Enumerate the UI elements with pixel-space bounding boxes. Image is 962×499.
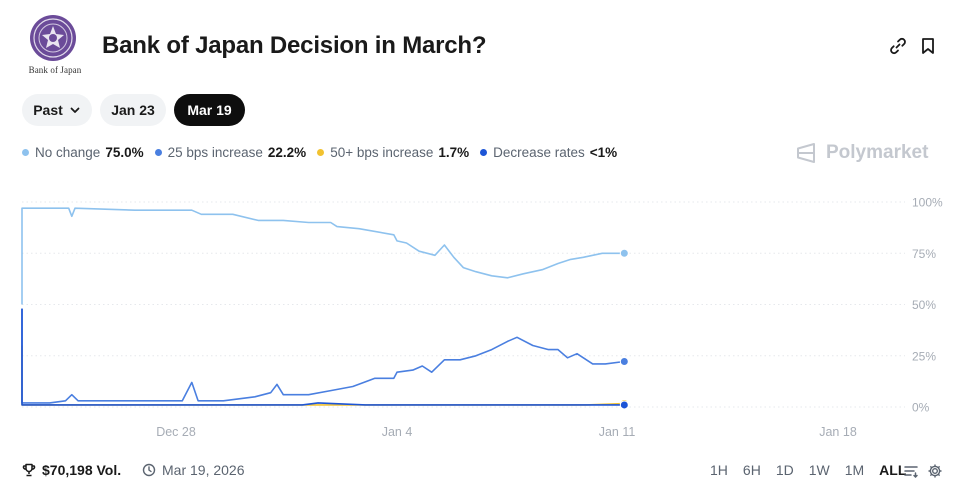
date-pill-jan23[interactable]: Jan 23 — [100, 94, 166, 126]
probability-line-chart[interactable]: 100% 75% 50% 25% 0% Dec 28 Jan 4 Jan 11 Jan 18 — [0, 180, 962, 442]
legend-dot — [154, 149, 162, 156]
legend-value: 22.2% — [267, 145, 307, 160]
series-end-marker — [619, 356, 629, 366]
y-tick-label: 0% — [912, 401, 930, 415]
past-dropdown[interactable]: Past — [22, 94, 92, 126]
series-line-50-bps-increase — [21, 345, 625, 406]
trophy-icon — [22, 463, 36, 477]
filter-lines-icon[interactable] — [903, 463, 919, 479]
legend-value: <1% — [589, 145, 618, 160]
range-6h[interactable]: 6H — [742, 462, 761, 478]
y-tick-label: 25% — [912, 349, 936, 363]
legend-dot — [480, 149, 488, 156]
y-tick-label: 75% — [912, 247, 936, 261]
y-tick-label: 100% — [912, 196, 943, 210]
date-pill-mar19[interactable]: Mar 19 — [174, 94, 245, 126]
series-end-marker — [619, 248, 629, 258]
end-date-value: Mar 19, 2026 — [162, 462, 245, 478]
range-1w[interactable]: 1W — [808, 462, 830, 478]
polymarket-watermark: Polymarket — [794, 141, 928, 165]
x-tick-label: Jan 4 — [382, 425, 413, 439]
legend-label: 25 bps increase — [167, 145, 263, 160]
legend-dot — [22, 149, 29, 156]
volume-value: $70,198 Vol. — [42, 462, 122, 478]
time-range-selector: 1H 6H 1D 1W 1M ALL — [710, 462, 921, 478]
bookmark-icon[interactable] — [918, 36, 938, 56]
chart-legend: No change 75.0% 25 bps increase 22.2% 50… — [22, 145, 628, 160]
range-1d[interactable]: 1D — [775, 462, 794, 478]
legend-dot — [317, 149, 325, 156]
legend-label: No change — [35, 145, 101, 160]
brand-label: Polymarket — [826, 142, 929, 163]
legend-item: Decrease rates <1% — [480, 145, 617, 160]
volume: $70,198 Vol. — [22, 462, 121, 478]
legend-label: Decrease rates — [493, 145, 585, 160]
range-all[interactable]: ALL — [879, 462, 907, 478]
legend-item: No change 75.0% — [22, 145, 144, 160]
x-tick-label: Dec 28 — [156, 425, 196, 439]
settings-gear-icon[interactable] — [927, 463, 943, 479]
legend-item: 25 bps increase 22.2% — [154, 145, 307, 160]
y-tick-label: 50% — [912, 298, 936, 312]
logo-text: Bank of Japan — [28, 65, 82, 75]
series-end-marker — [619, 400, 629, 410]
range-1h[interactable]: 1H — [710, 462, 728, 478]
past-label: Past — [33, 102, 63, 118]
bank-logo: Bank of Japan — [22, 14, 88, 78]
chevron-down-icon — [70, 107, 80, 113]
link-icon[interactable] — [888, 36, 908, 56]
page-title: Bank of Japan Decision in March? — [102, 32, 487, 59]
end-date: Mar 19, 2026 — [142, 462, 245, 478]
clock-icon — [142, 463, 156, 477]
legend-value: 1.7% — [438, 145, 470, 160]
legend-value: 75.0% — [105, 145, 144, 160]
range-1m[interactable]: 1M — [844, 462, 865, 478]
legend-item: 50+ bps increase 1.7% — [317, 145, 469, 160]
x-tick-label: Jan 11 — [599, 425, 636, 439]
polymarket-logo-icon — [797, 143, 815, 163]
x-tick-label: Jan 18 — [819, 425, 857, 439]
series-line-no-change — [21, 207, 625, 305]
legend-label: 50+ bps increase — [330, 145, 434, 160]
bank-seal-icon — [30, 15, 76, 61]
series-line-decrease-rates — [21, 308, 625, 406]
